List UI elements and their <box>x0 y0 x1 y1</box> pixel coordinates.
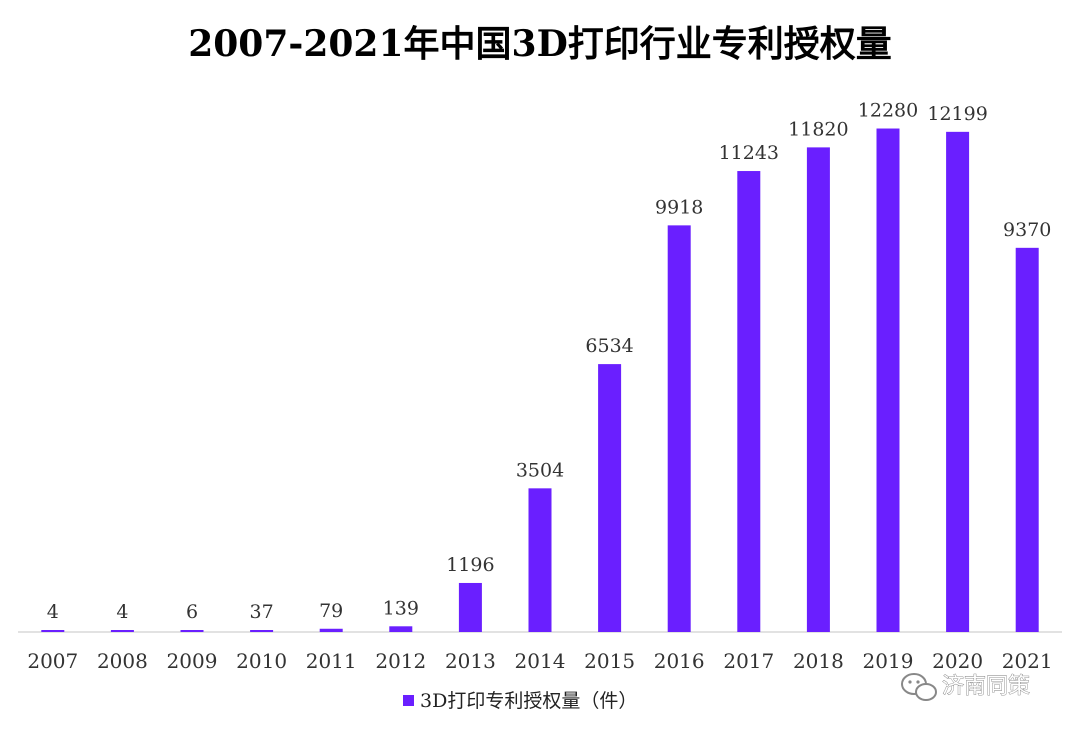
value-label-2012: 139 <box>383 597 419 619</box>
bar-2012 <box>389 626 413 632</box>
x-tick-2012: 2012 <box>375 649 426 673</box>
bar-2013 <box>458 582 482 632</box>
bars-group <box>41 128 1039 633</box>
bar-2021 <box>1015 247 1039 632</box>
value-label-2016: 9918 <box>655 196 703 218</box>
x-tick-2008: 2008 <box>97 649 148 673</box>
bar-2008 <box>110 630 134 632</box>
legend-swatch <box>403 695 414 706</box>
value-labels-group: 4 4 6 37 79 139 1196 3504 6534 9918 11243 11820 1228… <box>47 100 1052 623</box>
value-label-2014: 3504 <box>516 459 564 481</box>
bar-2009 <box>180 630 204 632</box>
bar-2007 <box>41 630 65 632</box>
value-label-2013: 1196 <box>446 554 494 576</box>
x-tick-2016: 2016 <box>654 649 705 673</box>
value-label-2020: 12199 <box>927 103 987 125</box>
value-label-2018: 11820 <box>788 118 848 140</box>
x-tick-2019: 2019 <box>863 649 914 673</box>
value-label-2008: 4 <box>116 601 128 623</box>
value-label-2007: 4 <box>47 601 59 623</box>
value-label-2017: 11243 <box>719 142 779 164</box>
x-tick-2011: 2011 <box>306 649 357 673</box>
x-tick-2017: 2017 <box>723 649 774 673</box>
value-label-2019: 12280 <box>858 100 918 122</box>
value-label-2015: 6534 <box>585 335 633 357</box>
bar-2020 <box>946 131 970 632</box>
bar-2016 <box>667 225 691 632</box>
legend-label: 3D打印专利授权量（件） <box>420 690 637 712</box>
value-label-2010: 37 <box>250 601 274 623</box>
x-tick-2020: 2020 <box>932 649 983 673</box>
bar-2014 <box>528 488 552 632</box>
x-tick-labels-group: 2007 2008 2009 2010 2011 2012 2013 2014 2015 2016… <box>27 649 1052 673</box>
bar-2010 <box>250 630 274 632</box>
x-tick-2009: 2009 <box>167 649 218 673</box>
value-label-2011: 79 <box>319 600 343 622</box>
bar-2018 <box>806 147 830 632</box>
x-tick-2014: 2014 <box>515 649 566 673</box>
wechat-icon <box>901 673 937 701</box>
watermark: 济南同策 <box>901 673 1030 701</box>
value-label-2021: 9370 <box>1003 219 1051 241</box>
x-tick-2015: 2015 <box>584 649 635 673</box>
bar-2011 <box>319 628 343 632</box>
bar-2015 <box>598 364 622 632</box>
chart-title: 2007-2021年中国3D打印行业专利授权量 <box>188 23 892 65</box>
x-tick-2018: 2018 <box>793 649 844 673</box>
x-tick-2010: 2010 <box>236 649 287 673</box>
bar-2017 <box>737 171 761 633</box>
value-label-2009: 6 <box>186 601 198 623</box>
legend: 3D打印专利授权量（件） <box>403 690 637 712</box>
x-tick-2021: 2021 <box>1002 649 1053 673</box>
watermark-text: 济南同策 <box>942 674 1030 699</box>
x-tick-2007: 2007 <box>27 649 78 673</box>
bar-2019 <box>876 128 900 632</box>
x-tick-2013: 2013 <box>445 649 496 673</box>
